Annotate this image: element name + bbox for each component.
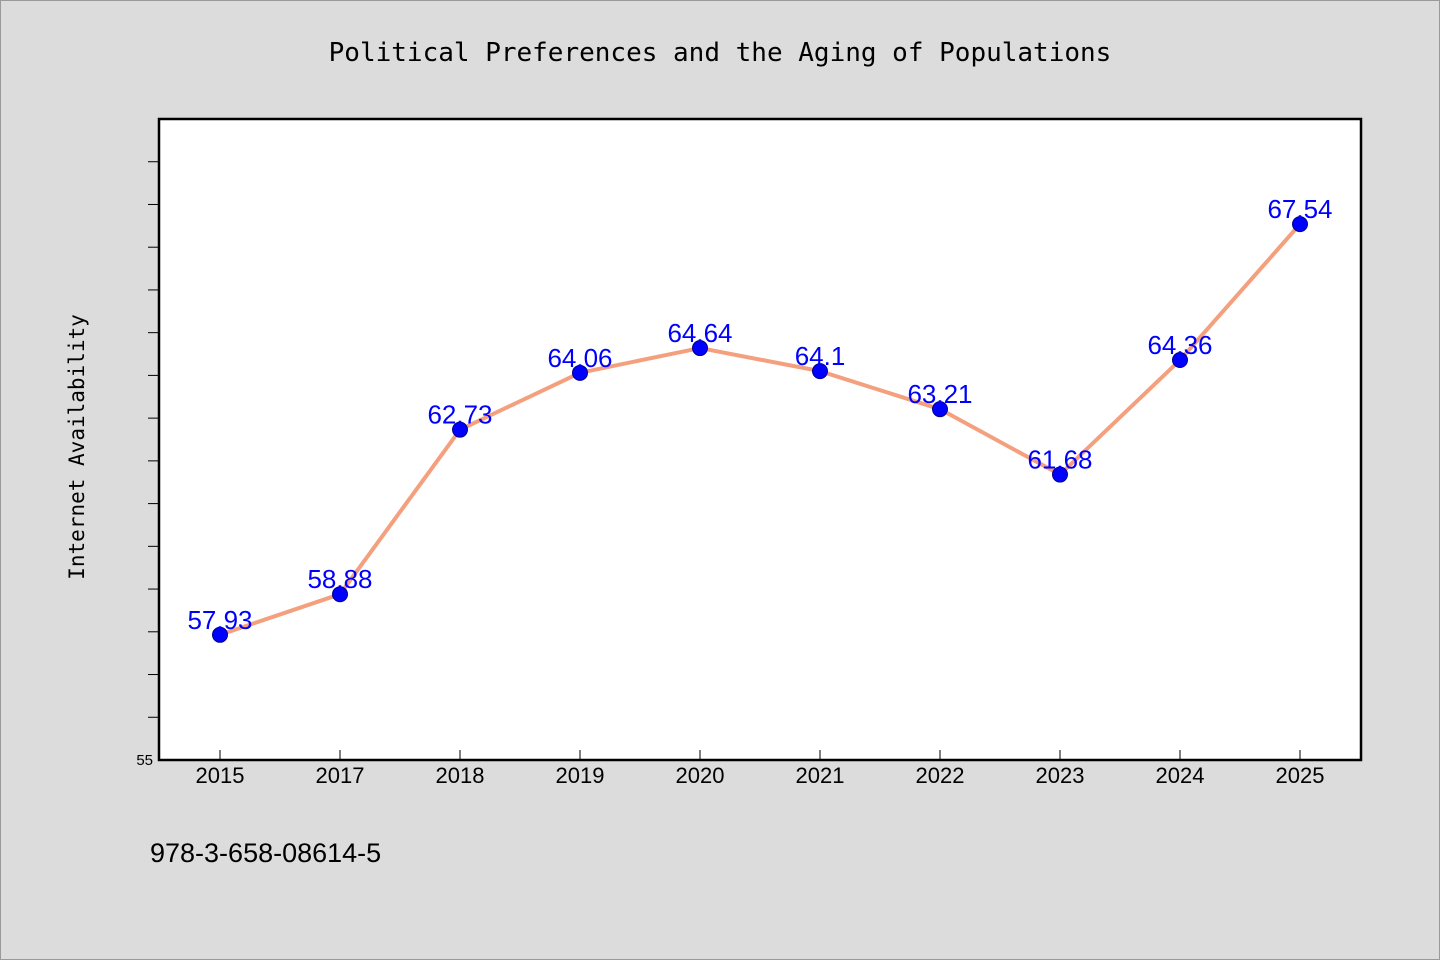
x-tick-label: 2021 (796, 763, 845, 788)
data-point (572, 364, 588, 381)
x-tick-label: 2019 (556, 763, 605, 788)
data-label: 64.36 (1147, 330, 1212, 360)
data-point (812, 363, 828, 380)
plot-area (157, 117, 1363, 762)
y-axis-ticks: 55 (136, 161, 159, 769)
x-tick-label: 2024 (1156, 763, 1205, 788)
isbn-text: 978-3-658-08614-5 (150, 838, 381, 868)
data-point (212, 626, 228, 643)
data-point (692, 340, 708, 357)
x-tick-label: 2022 (916, 763, 965, 788)
data-label: 61.68 (1027, 445, 1092, 475)
data-label: 62.73 (427, 400, 492, 430)
data-label: 67.54 (1267, 194, 1332, 224)
y-axis-label: Internet Availability (65, 314, 89, 580)
data-point (1172, 352, 1188, 369)
y-tick-label: 55 (136, 752, 153, 769)
series-line-group (219, 222, 1302, 637)
x-tick-label: 2017 (316, 763, 365, 788)
data-point (332, 586, 348, 603)
chart-title: Political Preferences and the Aging of P… (329, 38, 1112, 68)
data-point (932, 401, 948, 418)
x-axis-ticks: 2015 2017 2018 2019 2020 2021 2022 2023 2024 2025 (196, 750, 1325, 788)
data-point (452, 421, 468, 438)
series-line (219, 222, 1302, 637)
x-tick-label: 2018 (436, 763, 485, 788)
data-label-group: 57.93 58.88 62.73 64.06 64.64 64.1 63.21 61.68 6… (187, 194, 1332, 635)
data-label: 63.21 (907, 379, 972, 409)
data-label: 64.64 (667, 318, 732, 348)
data-label: 58.88 (307, 564, 372, 594)
data-label: 64.06 (547, 343, 612, 373)
x-tick-label: 2023 (1036, 763, 1085, 788)
data-label: 57.93 (187, 605, 252, 635)
x-tick-label: 2020 (676, 763, 725, 788)
x-tick-label: 2025 (1276, 763, 1325, 788)
data-point (1292, 216, 1308, 233)
series-marker-group (212, 216, 1308, 643)
x-tick-label: 2015 (196, 763, 245, 788)
data-label: 64.1 (795, 341, 846, 371)
data-point (1052, 466, 1068, 483)
